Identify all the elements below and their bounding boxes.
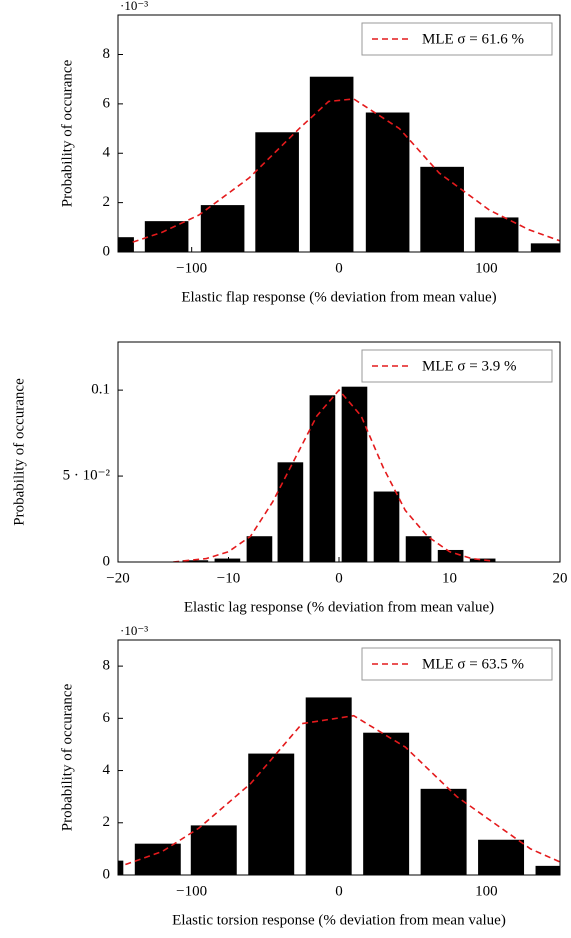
fit-line [173, 388, 494, 562]
x-tick-label: 0 [335, 260, 343, 276]
bar [214, 558, 241, 562]
x-axis-title: Elastic lag response (% deviation from m… [184, 599, 494, 615]
bar [530, 243, 560, 252]
bar [373, 491, 400, 562]
y-tick-label: 2 [103, 194, 111, 210]
x-tick-label: −100 [176, 260, 207, 276]
bar [144, 221, 189, 252]
bar [469, 558, 496, 562]
bar [478, 839, 525, 875]
y-tick-label: 4 [103, 762, 111, 778]
y-tick-label: 8 [103, 658, 111, 674]
plot-area [173, 386, 496, 562]
bar [305, 697, 352, 875]
x-tick-label: −20 [106, 570, 129, 586]
plot-area [118, 697, 560, 875]
legend-label: MLE σ = 61.6 % [422, 31, 524, 47]
bar [248, 753, 295, 875]
y-tick-label: 0 [103, 866, 111, 882]
y-tick-label: 6 [103, 710, 111, 726]
bar [365, 112, 410, 252]
x-tick-label: 10 [442, 570, 457, 586]
y-axis-title: Probability of occurance [11, 378, 27, 526]
bar [182, 560, 209, 562]
bar [200, 205, 245, 252]
bar [134, 843, 181, 875]
y-tick-label: 0 [103, 243, 111, 259]
bar [474, 217, 519, 252]
y-tick-label: 4 [103, 145, 111, 161]
axis-exponent: ·10⁻³ [120, 0, 148, 13]
x-tick-label: 100 [475, 260, 498, 276]
bar [420, 166, 464, 252]
y-tick-label: 6 [103, 95, 111, 111]
bar [535, 865, 560, 875]
x-tick-label: 100 [475, 883, 498, 899]
x-axis-title: Elastic flap response (% deviation from … [181, 289, 496, 305]
x-tick-label: 0 [335, 883, 343, 899]
legend-box [361, 647, 553, 681]
bar [405, 536, 432, 562]
x-tick-label: −100 [176, 883, 207, 899]
bar [420, 788, 467, 875]
bar [341, 386, 368, 562]
y-tick-label: 0.1 [91, 382, 110, 398]
y-axis-title: Probability of occurance [59, 59, 75, 207]
bar [309, 76, 354, 252]
fit-line [125, 714, 560, 866]
axis-exponent: ·10⁻³ [120, 623, 148, 638]
y-tick-label: 8 [103, 46, 111, 62]
bar [246, 536, 273, 562]
x-tick-label: 0 [335, 570, 343, 586]
y-tick-label: 2 [103, 814, 111, 830]
bar [118, 860, 124, 875]
legend-label: MLE σ = 3.9 % [422, 358, 516, 374]
bar [277, 462, 304, 562]
bar [437, 549, 464, 562]
bar [309, 395, 336, 562]
x-axis-title: Elastic torsion response (% deviation fr… [172, 912, 506, 928]
y-axis-title: Probability of occurance [59, 683, 75, 831]
x-tick-label: 20 [553, 570, 568, 586]
bar [363, 732, 410, 875]
y-tick-label: 0 [103, 553, 111, 569]
fit-line [132, 98, 560, 243]
bar [255, 132, 299, 252]
bar [190, 825, 237, 875]
plot-area [118, 76, 560, 252]
y-tick-label: 5 · 10⁻² [63, 468, 111, 484]
x-tick-label: −10 [217, 570, 240, 586]
legend-label: MLE σ = 63.5 % [422, 656, 524, 672]
bar [118, 237, 134, 252]
